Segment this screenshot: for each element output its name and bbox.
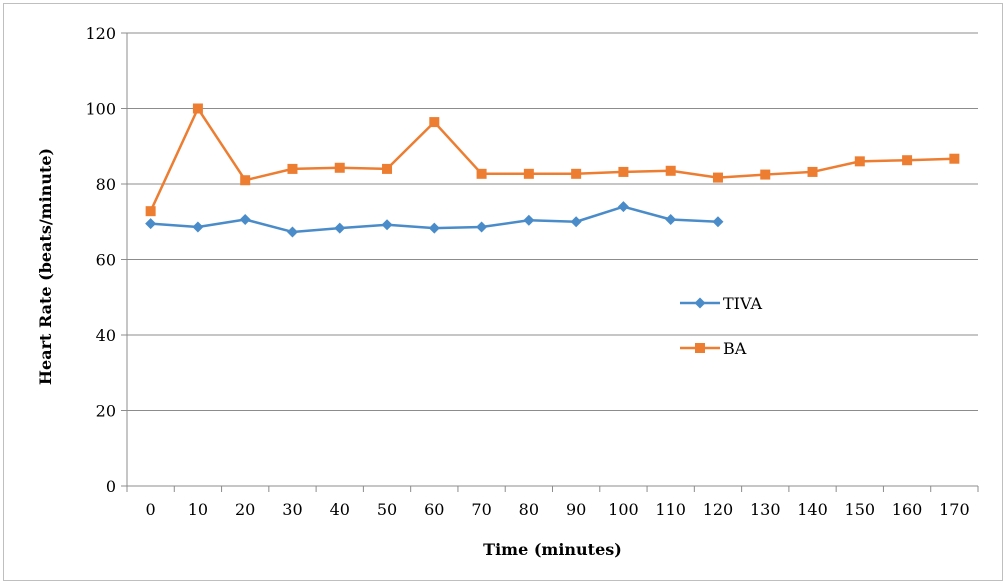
data-point-ba — [429, 117, 440, 128]
data-point-ba — [902, 155, 913, 166]
data-point-tiva — [145, 218, 157, 230]
data-point-ba — [665, 165, 676, 176]
data-point-ba — [382, 163, 393, 174]
y-tick-label: 60 — [96, 251, 116, 270]
legend-marker — [694, 297, 706, 309]
legend-item-tiva: TIVA — [680, 294, 762, 313]
series-line-ba — [149, 107, 955, 212]
x-tick-label: 160 — [892, 500, 923, 519]
y-axis-title: Heart Rate (beats/minute) — [36, 148, 55, 385]
x-tick-label: 90 — [566, 500, 586, 519]
x-tick-label: 50 — [377, 500, 397, 519]
data-point-tiva — [428, 222, 440, 234]
y-tick-label: 100 — [85, 100, 116, 119]
x-tick-label: 30 — [282, 500, 302, 519]
data-point-tiva — [617, 201, 629, 213]
y-tick-label: 120 — [85, 24, 116, 43]
data-point-tiva — [381, 219, 393, 231]
data-point-tiva — [192, 221, 204, 233]
x-tick-label: 0 — [146, 500, 156, 519]
data-point-ba — [240, 175, 251, 186]
data-point-tiva — [570, 216, 582, 228]
x-tick-label: 110 — [655, 500, 686, 519]
y-axis-ticks: 0 20 40 60 80 100 120 — [85, 24, 127, 496]
x-axis-ticks: 0 10 20 30 40 50 60 70 80 90 100 110 120 130 140 150 160… — [126, 486, 979, 519]
chart-frame — [3, 3, 1003, 581]
data-point-ba — [571, 168, 582, 179]
x-tick-label: 80 — [519, 500, 539, 519]
y-tick-label: 80 — [96, 175, 116, 194]
data-point-ba — [145, 206, 156, 217]
data-point-ba — [476, 168, 487, 179]
data-point-tiva — [665, 213, 677, 225]
data-point-ba — [949, 153, 960, 164]
x-tick-label: 120 — [703, 500, 734, 519]
data-point-tiva — [334, 222, 346, 234]
x-tick-label: 60 — [424, 500, 444, 519]
x-tick-label: 140 — [797, 500, 828, 519]
data-point-ba — [287, 163, 298, 174]
data-point-ba — [712, 172, 723, 183]
y-tick-label: 0 — [106, 477, 116, 496]
data-point-tiva — [286, 226, 298, 238]
data-point-tiva — [239, 213, 251, 225]
x-tick-label: 100 — [608, 500, 639, 519]
x-tick-label: 130 — [750, 500, 781, 519]
data-point-ba — [760, 169, 771, 180]
legend-label: TIVA — [723, 294, 762, 313]
legend-marker — [695, 343, 705, 353]
series-ba — [145, 103, 960, 217]
y-tick-label: 20 — [96, 402, 116, 421]
data-point-ba — [807, 166, 818, 177]
legend-label: BA — [723, 339, 747, 358]
legend-item-ba: BA — [680, 339, 747, 358]
x-tick-label: 40 — [330, 500, 350, 519]
legend: TIVA BA — [680, 294, 762, 358]
series-layer — [145, 103, 960, 238]
data-point-ba — [618, 166, 629, 177]
x-tick-label: 170 — [939, 500, 970, 519]
data-point-ba — [523, 168, 534, 179]
data-point-ba — [192, 103, 203, 114]
gridlines — [127, 32, 978, 411]
x-tick-label: 150 — [845, 500, 876, 519]
data-point-tiva — [523, 214, 535, 226]
data-point-ba — [854, 156, 865, 167]
data-point-tiva — [712, 216, 724, 228]
data-point-tiva — [476, 221, 488, 233]
y-tick-label: 40 — [96, 326, 116, 345]
data-point-ba — [334, 162, 345, 173]
x-tick-label: 10 — [188, 500, 208, 519]
x-axis-title: Time (minutes) — [483, 540, 622, 559]
series-tiva — [145, 201, 724, 238]
x-tick-label: 70 — [471, 500, 491, 519]
x-tick-label: 20 — [235, 500, 255, 519]
